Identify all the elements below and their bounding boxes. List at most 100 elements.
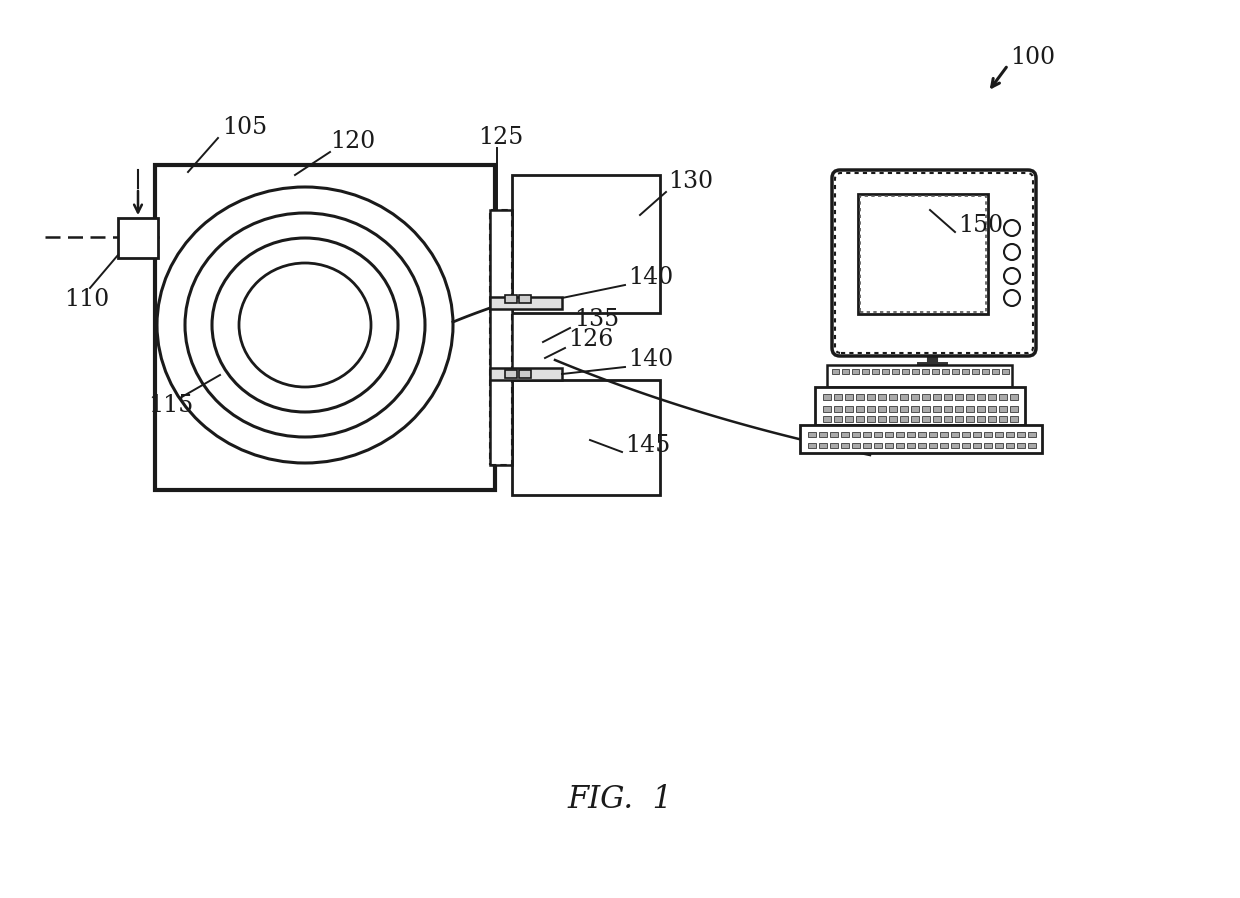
Bar	[951, 432, 959, 437]
Bar	[823, 406, 831, 412]
Bar	[118, 218, 157, 258]
Bar	[900, 406, 908, 412]
Bar	[505, 370, 517, 378]
Bar	[906, 432, 915, 437]
Text: 115: 115	[148, 393, 193, 417]
Bar	[988, 406, 996, 412]
Text: 135: 135	[574, 309, 619, 331]
Bar	[944, 416, 952, 422]
Bar	[874, 443, 882, 448]
Bar	[835, 406, 842, 412]
FancyBboxPatch shape	[832, 170, 1035, 356]
Bar	[490, 210, 512, 465]
Bar	[929, 443, 937, 448]
Bar	[966, 416, 973, 422]
Bar	[863, 432, 870, 437]
Bar	[929, 432, 937, 437]
Bar	[818, 432, 827, 437]
Text: 130: 130	[668, 171, 713, 193]
Bar	[862, 369, 869, 374]
Bar	[985, 432, 992, 437]
Text: FIG.  1: FIG. 1	[568, 785, 672, 815]
Text: 140: 140	[627, 348, 673, 372]
Bar	[878, 406, 887, 412]
Bar	[863, 443, 870, 448]
Bar	[872, 369, 879, 374]
Bar	[852, 432, 861, 437]
Bar	[972, 369, 980, 374]
Bar	[992, 369, 999, 374]
Circle shape	[1004, 268, 1021, 284]
Bar	[994, 443, 1003, 448]
Bar	[932, 406, 941, 412]
Bar	[1011, 416, 1018, 422]
Bar	[830, 432, 838, 437]
Bar	[835, 416, 842, 422]
Bar	[1028, 432, 1035, 437]
Bar	[1017, 443, 1025, 448]
Bar	[900, 394, 908, 400]
Bar	[844, 394, 853, 400]
Bar	[955, 394, 963, 400]
Bar	[885, 443, 893, 448]
Bar	[897, 432, 904, 437]
Bar	[911, 416, 919, 422]
Circle shape	[1004, 290, 1021, 306]
Bar	[856, 394, 864, 400]
Text: 120: 120	[330, 130, 376, 154]
Bar	[878, 394, 887, 400]
Bar	[889, 406, 897, 412]
Bar	[1011, 406, 1018, 412]
Bar	[982, 369, 990, 374]
Bar	[856, 416, 864, 422]
Bar	[985, 443, 992, 448]
Bar	[815, 387, 1025, 425]
Bar	[944, 406, 952, 412]
Circle shape	[1004, 220, 1021, 236]
Bar	[932, 394, 941, 400]
Text: 140: 140	[627, 267, 673, 289]
Bar	[800, 425, 1042, 453]
Bar	[918, 432, 926, 437]
Bar	[827, 365, 1012, 387]
Bar	[1017, 432, 1025, 437]
Bar	[878, 416, 887, 422]
Bar	[900, 416, 908, 422]
Bar	[867, 394, 875, 400]
Bar	[512, 175, 660, 313]
Bar	[942, 369, 949, 374]
Bar	[973, 432, 981, 437]
Bar	[940, 443, 949, 448]
Bar	[911, 406, 919, 412]
Circle shape	[1004, 244, 1021, 260]
Text: 150: 150	[959, 214, 1003, 236]
Bar	[861, 196, 986, 312]
Bar	[977, 394, 985, 400]
Bar	[841, 443, 849, 448]
Bar	[852, 443, 861, 448]
Bar	[1028, 443, 1035, 448]
Bar	[512, 380, 660, 495]
Bar	[885, 432, 893, 437]
Bar	[918, 443, 926, 448]
Text: 145: 145	[625, 434, 671, 456]
Bar	[832, 369, 839, 374]
Bar	[977, 416, 985, 422]
Bar	[889, 394, 897, 400]
Bar	[852, 369, 859, 374]
Bar	[490, 210, 512, 465]
Bar	[520, 370, 531, 378]
Bar	[1002, 369, 1009, 374]
Bar	[867, 416, 875, 422]
Bar	[966, 406, 973, 412]
Bar	[823, 416, 831, 422]
Bar	[966, 394, 973, 400]
Bar	[490, 297, 562, 309]
Bar	[818, 443, 827, 448]
Text: 126: 126	[568, 329, 614, 351]
Bar	[1006, 432, 1014, 437]
Text: 100: 100	[1011, 47, 1055, 69]
Bar	[897, 443, 904, 448]
Bar	[844, 406, 853, 412]
Bar	[830, 443, 838, 448]
